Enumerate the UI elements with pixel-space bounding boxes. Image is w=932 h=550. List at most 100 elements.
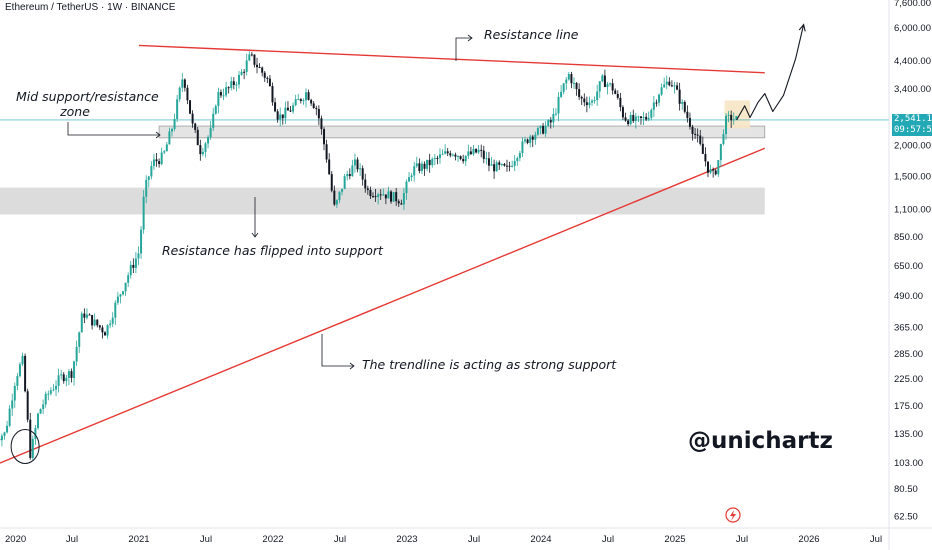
candle-body <box>338 191 341 201</box>
candle-body <box>588 102 591 106</box>
candle-body <box>124 282 127 292</box>
candle-body <box>315 108 318 110</box>
candle-body <box>379 194 382 196</box>
candle-body <box>521 141 524 154</box>
low-circle-marker <box>10 428 40 464</box>
annotation-arrows <box>67 34 473 370</box>
candle-body <box>487 158 490 166</box>
candle-body <box>441 153 444 155</box>
candle-body <box>212 113 215 128</box>
candle-body <box>524 139 527 142</box>
candle-body <box>268 78 271 87</box>
candle-body <box>691 126 694 134</box>
x-tick-label: Jul <box>66 534 78 545</box>
candle-body <box>91 315 94 326</box>
candle-body <box>629 114 632 125</box>
candle-body <box>39 408 42 414</box>
candle-body <box>235 84 238 86</box>
bolt-icon-shape <box>730 510 736 521</box>
candle-body <box>634 116 637 121</box>
candle-body <box>637 116 640 118</box>
candle-body <box>21 355 24 365</box>
candle-body <box>704 153 707 162</box>
candle-body <box>408 177 411 182</box>
x-tick-label: 2023 <box>396 534 417 545</box>
x-tick-label: Jul <box>334 534 346 545</box>
support-trendline <box>0 147 766 464</box>
candle-body <box>459 156 462 160</box>
candle-body <box>544 125 547 134</box>
candle-body <box>75 346 78 362</box>
candle-body <box>85 314 88 318</box>
candle-body <box>271 86 274 103</box>
candle-body <box>462 159 465 162</box>
candle-body <box>199 145 202 155</box>
candle-body <box>410 175 413 178</box>
candle-body <box>377 194 380 198</box>
candle-body <box>493 164 496 172</box>
candle-body <box>606 84 609 87</box>
candle-body <box>170 128 173 132</box>
candle-body <box>152 159 155 167</box>
candle-body <box>686 111 689 118</box>
candle-body <box>717 160 720 175</box>
candle-body <box>263 72 266 78</box>
candle-body <box>642 116 645 118</box>
candle-body <box>428 159 431 166</box>
candle-body <box>619 97 622 108</box>
candle-body <box>668 81 671 86</box>
candle-body <box>482 150 485 159</box>
candle-body <box>562 83 565 92</box>
x-tick-label: 2025 <box>664 534 685 545</box>
annotation-mid-zone-line2: zone <box>60 104 90 119</box>
candle-body <box>701 143 704 154</box>
candle-body <box>534 134 537 140</box>
y-tick-label: 6,000.00 <box>894 23 931 34</box>
resistance-line <box>138 44 765 74</box>
candle-body <box>80 313 83 333</box>
y-tick-label: 135.00 <box>894 429 923 440</box>
candle-body <box>284 107 287 119</box>
candle-body <box>415 163 418 167</box>
candle-body <box>436 157 439 159</box>
candle-body <box>725 115 728 135</box>
candle-body <box>480 149 483 151</box>
candle-body <box>134 258 137 268</box>
y-tick-label: 2,000.00 <box>894 141 931 152</box>
candle-body <box>575 83 578 90</box>
candle-body <box>513 161 516 166</box>
candle-body <box>405 181 408 194</box>
candle-body <box>253 54 256 65</box>
arrow-resistance-label <box>455 37 472 61</box>
candle-body <box>60 374 63 376</box>
y-tick-label: 650.00 <box>894 261 923 272</box>
candle-body <box>145 179 148 197</box>
candle-body <box>201 151 204 155</box>
candle-body <box>155 159 158 162</box>
candle-body <box>536 128 539 135</box>
candle-body <box>516 158 519 162</box>
x-tick-label: Jul <box>602 534 614 545</box>
annotation-flipped: Resistance has flipped into support <box>162 243 383 258</box>
candle-body <box>580 96 583 99</box>
candle-body <box>150 166 153 177</box>
arrow-trendline-label <box>321 334 354 367</box>
candle-body <box>420 163 423 172</box>
y-tick-label: 850.00 <box>894 232 923 243</box>
y-tick-label: 225.00 <box>894 374 923 385</box>
candle-body <box>683 102 686 112</box>
candle-body <box>552 113 555 123</box>
chart-title: Ethereum / TetherUS · 1W · BINANCE <box>5 2 176 13</box>
candle-body <box>578 89 581 97</box>
candle-body <box>567 74 570 80</box>
candle-body <box>237 74 240 85</box>
candle-body <box>24 355 27 392</box>
bolt-icon-ring <box>725 507 741 523</box>
candle-body <box>696 134 699 136</box>
candle-body <box>353 159 356 166</box>
candle-body <box>165 144 168 152</box>
candle-body <box>397 201 400 204</box>
candle-body <box>78 332 81 347</box>
